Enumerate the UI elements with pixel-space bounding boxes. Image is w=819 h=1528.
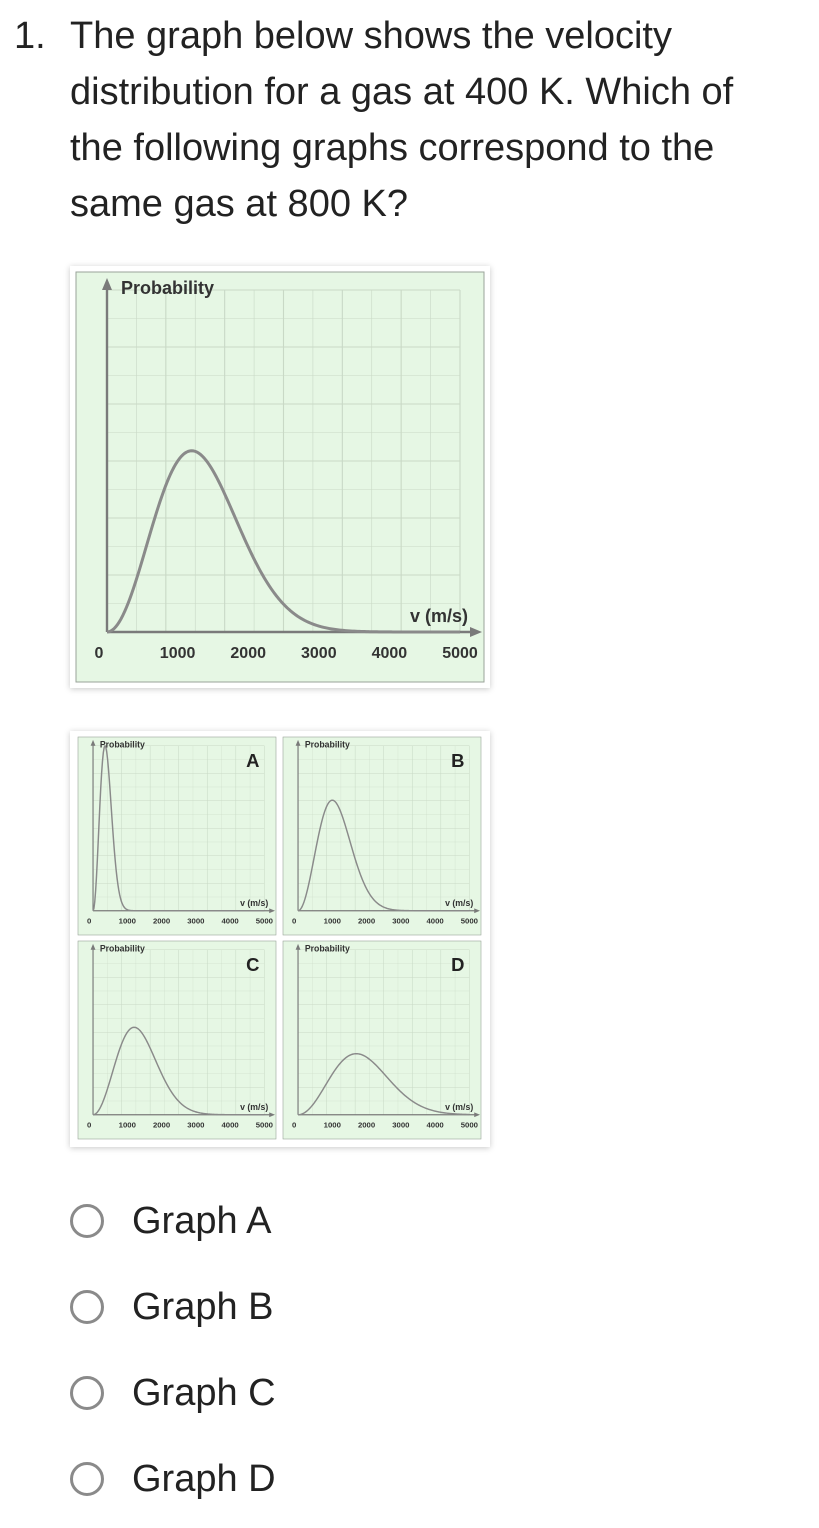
x-tick-label: 4000 — [221, 1120, 238, 1129]
x-tick-label: 0 — [95, 645, 104, 662]
question: 1. The graph below shows the velocity di… — [14, 8, 804, 232]
x-tick-label: 2000 — [358, 916, 375, 925]
x-tick-label: 1000 — [119, 916, 136, 925]
y-axis-label: Probability — [100, 944, 145, 954]
x-tick-label: 2000 — [230, 645, 266, 662]
x-tick-label: 0 — [87, 1120, 91, 1129]
radio-button-icon[interactable] — [70, 1204, 104, 1238]
distribution-curve — [297, 799, 470, 912]
x-tick-label: 4000 — [426, 1120, 443, 1129]
x-tick-label: 5000 — [461, 1120, 478, 1129]
chart-main: Probability v (m/s) 0 1000 2000 3000 4000 5000 — [75, 271, 485, 683]
distribution-curve — [106, 449, 460, 634]
chart-background — [77, 736, 277, 936]
distribution-curve — [297, 1052, 470, 1116]
chart-C: Probability v (m/s) 0 1000 2000 3000 4000 5000 C — [77, 940, 277, 1140]
x-tick-label: 5000 — [461, 916, 478, 925]
y-axis-label: Probability — [121, 278, 214, 298]
x-axis-label: v (m/s) — [410, 606, 468, 626]
x-tick-label: 1000 — [160, 645, 196, 662]
x-tick-label: 2000 — [358, 1120, 375, 1129]
answer-graphs-card: Probability v (m/s) 0 1000 2000 3000 4000 5000 A… — [70, 731, 490, 1147]
x-tick-label: 4000 — [426, 916, 443, 925]
answer-graphs-grid: Probability v (m/s) 0 1000 2000 3000 4000 5000 A… — [77, 736, 482, 1140]
chart-background — [75, 271, 485, 683]
x-tick-label: 0 — [292, 916, 296, 925]
y-axis-arrow-icon — [295, 739, 301, 746]
x-tick-label: 2000 — [153, 1120, 170, 1129]
main-graph-card: Probability v (m/s) 0 1000 2000 3000 4000 5000 — [70, 266, 490, 688]
chart-D: Probability v (m/s) 0 1000 2000 3000 4000 5000 D — [282, 940, 482, 1140]
x-axis-arrow-icon — [474, 1112, 481, 1118]
y-axis-arrow-icon — [90, 943, 96, 950]
chart-A: Probability v (m/s) 0 1000 2000 3000 4000 5000 A — [77, 736, 277, 936]
x-tick-label: 0 — [87, 916, 91, 925]
radio-button-icon[interactable] — [70, 1376, 104, 1410]
x-axis-label: v (m/s) — [240, 898, 268, 908]
chart-background — [282, 736, 482, 936]
x-tick-label: 5000 — [256, 1120, 273, 1129]
answer-options: Graph A Graph B Graph C Graph D — [70, 1178, 276, 1522]
panel-label: C — [246, 954, 259, 975]
main-velocity-distribution-chart: Probability v (m/s) 0 1000 2000 3000 4000 5000 — [75, 271, 485, 683]
x-tick-label: 3000 — [392, 1120, 409, 1129]
x-tick-label: 3000 — [187, 1120, 204, 1129]
x-tick-label: 2000 — [153, 916, 170, 925]
x-tick-label: 1000 — [119, 1120, 136, 1129]
option-graph-d[interactable]: Graph D — [70, 1436, 276, 1522]
chart-background — [282, 940, 482, 1140]
y-axis-label: Probability — [305, 944, 350, 954]
panel-label: D — [451, 954, 464, 975]
radio-button-icon[interactable] — [70, 1290, 104, 1324]
x-axis-arrow-icon — [474, 908, 481, 914]
x-axis-arrow-icon — [470, 627, 482, 637]
chart-background — [77, 940, 277, 1140]
option-graph-c[interactable]: Graph C — [70, 1350, 276, 1436]
panel-label: B — [451, 750, 464, 771]
x-axis-label: v (m/s) — [445, 1102, 473, 1112]
panel-label: A — [246, 750, 259, 771]
question-number: 1. — [14, 15, 46, 57]
x-axis-label: v (m/s) — [240, 1102, 268, 1112]
chart-B: Probability v (m/s) 0 1000 2000 3000 4000 5000 B — [282, 736, 482, 936]
x-tick-label: 0 — [292, 1120, 296, 1129]
x-tick-label: 5000 — [256, 916, 273, 925]
x-tick-label: 5000 — [442, 645, 478, 662]
y-axis-arrow-icon — [295, 943, 301, 950]
x-tick-label: 3000 — [301, 645, 337, 662]
y-axis-arrow-icon — [102, 278, 112, 290]
distribution-curve — [92, 745, 265, 912]
radio-button-icon[interactable] — [70, 1462, 104, 1496]
option-label: Graph A — [132, 1199, 272, 1242]
x-tick-label: 4000 — [372, 645, 408, 662]
x-tick-label: 3000 — [392, 916, 409, 925]
option-label: Graph B — [132, 1285, 274, 1328]
option-label: Graph D — [132, 1457, 276, 1500]
distribution-curve — [92, 1026, 265, 1116]
y-axis-arrow-icon — [90, 739, 96, 746]
x-axis-arrow-icon — [269, 1112, 276, 1118]
x-tick-label: 1000 — [324, 1120, 341, 1129]
option-graph-b[interactable]: Graph B — [70, 1264, 276, 1350]
x-tick-label: 3000 — [187, 916, 204, 925]
grid-lines — [92, 949, 265, 1116]
y-axis-label: Probability — [100, 740, 145, 750]
x-tick-label: 4000 — [221, 916, 238, 925]
x-axis-arrow-icon — [269, 908, 276, 914]
x-axis-label: v (m/s) — [445, 898, 473, 908]
question-text: The graph below shows the velocity distr… — [70, 15, 734, 225]
option-graph-a[interactable]: Graph A — [70, 1178, 276, 1264]
x-tick-label: 1000 — [324, 916, 341, 925]
y-axis-label: Probability — [305, 740, 350, 750]
option-label: Graph C — [132, 1371, 276, 1414]
